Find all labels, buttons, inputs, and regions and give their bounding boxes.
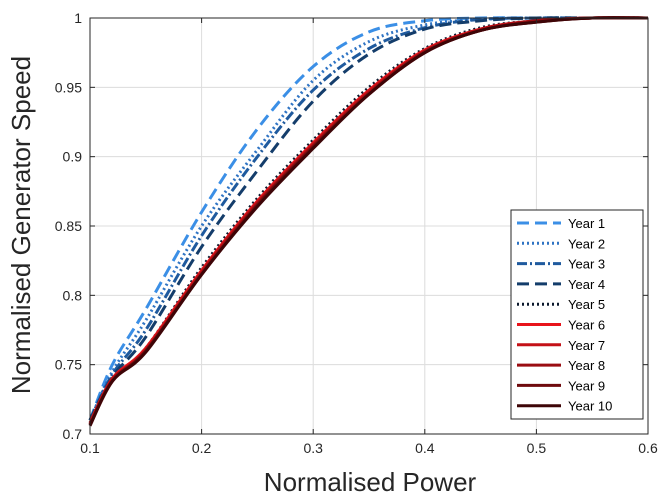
legend-label-year-10: Year 10 [568,399,612,414]
legend-label-year-7: Year 7 [568,338,605,353]
y-tick-label: 1 [74,10,82,26]
y-tick-label: 0.8 [63,287,83,303]
y-tick-label: 0.85 [55,218,82,234]
legend-label-year-4: Year 4 [568,277,605,292]
y-tick-label: 0.95 [55,79,82,95]
legend-label-year-5: Year 5 [568,297,605,312]
legend-label-year-9: Year 9 [568,378,605,393]
x-tick-label: 0.5 [527,440,547,456]
x-tick-label: 0.2 [192,440,212,456]
legend-label-year-8: Year 8 [568,358,605,373]
x-axis-title: Normalised Power [264,467,477,497]
legend-label-year-2: Year 2 [568,236,605,251]
y-axis-title: Normalised Generator Speed [6,56,36,394]
x-tick-label: 0.1 [80,440,100,456]
legend-label-year-1: Year 1 [568,216,605,231]
legend-label-year-3: Year 3 [568,257,605,272]
x-tick-label: 0.6 [638,440,658,456]
axis-ticks: 0.1 0.2 0.3 0.4 0.5 0.6 0.7 0.75 0.8 0.85 0.9 0.95 1 [55,10,658,456]
y-tick-label: 0.7 [63,426,83,442]
legend: Year 1 Year 2 Year 3 Year 4 Year 5 Year 6 Year… [510,209,644,420]
x-tick-label: 0.3 [303,440,323,456]
y-tick-label: 0.75 [55,357,82,373]
y-tick-label: 0.9 [63,149,83,165]
x-tick-label: 0.4 [415,440,435,456]
legend-label-year-6: Year 6 [568,318,605,333]
